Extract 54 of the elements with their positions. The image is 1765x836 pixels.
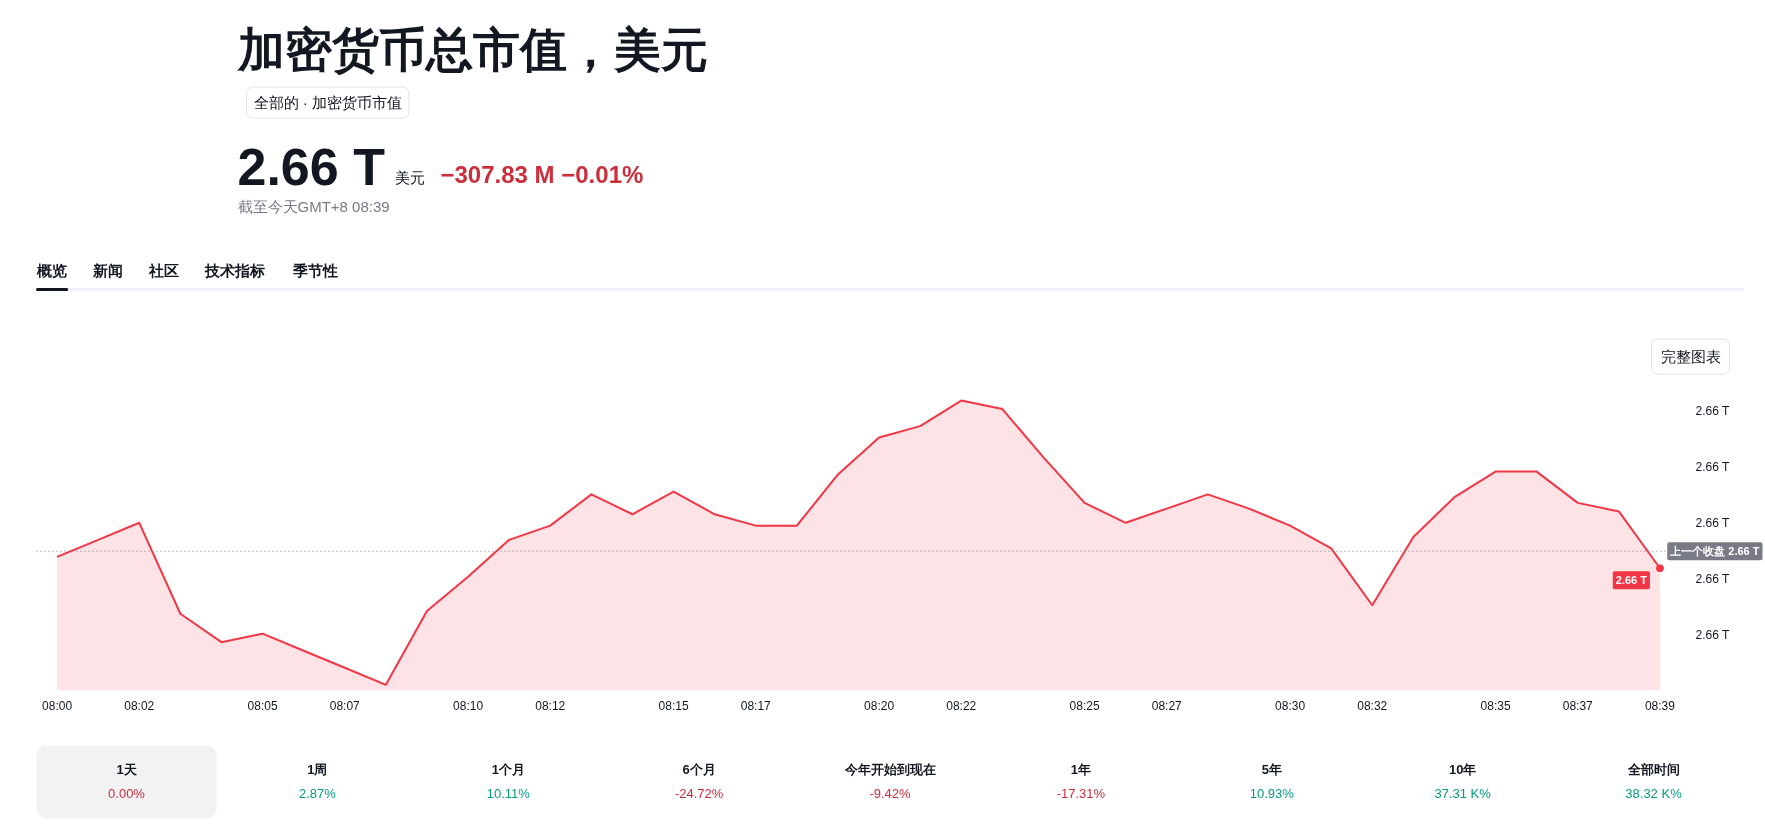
- x-tick-label: 08:35: [1480, 698, 1511, 713]
- text: -24.72%: [674, 785, 724, 801]
- annotation: 2.66 T: [1615, 574, 1648, 587]
- x-tick-label: 08:25: [1069, 698, 1100, 713]
- text: 2.66 T: [1695, 571, 1730, 586]
- text: 概览: [35, 262, 67, 279]
- text: 季节性: [291, 262, 338, 279]
- text: 2.66 T: [1695, 460, 1730, 474]
- chart-subtitle: 全部的 · 加密货币市值: [253, 94, 402, 111]
- text: 1年: [1070, 762, 1091, 777]
- x-tick-label: 08:17: [740, 698, 772, 713]
- text: 37.31 K%: [1434, 785, 1492, 801]
- text: 6个月: [682, 762, 716, 777]
- x-tick-label: 08:32: [1357, 698, 1388, 713]
- x-tick-label: 08:05: [247, 698, 278, 713]
- x-tick-label: 08:37: [1562, 698, 1594, 713]
- text: 全部时间: [1626, 762, 1680, 777]
- text: 截至今天GMT+8 08:39: [237, 198, 390, 215]
- text: 10.93%: [1249, 785, 1295, 801]
- text: 38.32 K%: [1625, 785, 1683, 801]
- x-tick-label: 08:12: [535, 698, 566, 713]
- text: 美元: [394, 169, 425, 186]
- text: 1天: [116, 762, 138, 777]
- text: 5年: [1261, 762, 1282, 777]
- text: 今年开始到现在: [843, 762, 936, 777]
- x-tick-label: 08:20: [864, 698, 895, 713]
- x-tick-label: 08:02: [124, 698, 155, 713]
- text: 技术指标: [204, 262, 266, 279]
- text: 2.66 T: [1695, 404, 1730, 419]
- text: 新闻: [91, 262, 123, 279]
- x-tick-label: 08:22: [946, 698, 977, 713]
- text: 社区: [147, 262, 179, 279]
- text: 1周: [307, 762, 328, 777]
- x-tick-label: 08:00: [42, 698, 73, 713]
- x-tick-label: 08:30: [1275, 698, 1306, 713]
- text: 2.66 T: [237, 137, 386, 196]
- text: 2.66 T: [1695, 627, 1730, 642]
- text: 完整图表: [1660, 348, 1721, 365]
- chart-title: 加密货币总市值，美元: [235, 23, 708, 76]
- text: -17.31%: [1056, 785, 1106, 801]
- text: 0.00%: [108, 785, 146, 801]
- text: 2.66 T: [1695, 515, 1730, 530]
- x-tick-label: 08:15: [658, 698, 689, 713]
- x-tick-label: 08:07: [329, 698, 361, 713]
- x-tick-label: 08:10: [453, 698, 484, 713]
- text: 10.11%: [486, 785, 531, 801]
- text: 10年: [1448, 762, 1477, 777]
- text: −307.83 M −0.01%: [440, 161, 644, 188]
- x-tick-label: 08:39: [1644, 698, 1676, 713]
- x-tick-label: 08:27: [1151, 698, 1183, 713]
- text: 1个月: [491, 762, 525, 777]
- text: -9.42%: [869, 785, 912, 801]
- ref-line-label: 上一个收盘 2.66 T: [1669, 545, 1760, 558]
- text: 2.87%: [298, 785, 337, 801]
